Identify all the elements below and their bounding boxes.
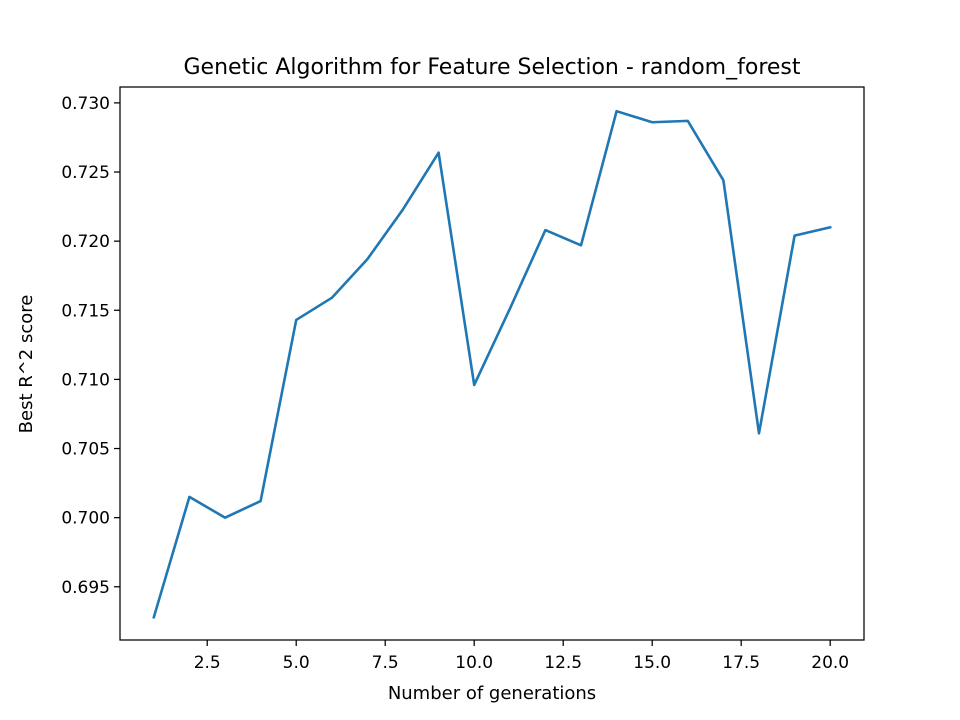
x-tick-label: 17.5: [722, 653, 760, 673]
x-axis: 2.5 5.0 7.5 10.0 12.5 15.0 17.5 20.0: [194, 640, 849, 673]
y-tick-label: 0.715: [61, 301, 110, 321]
y-axis: 0.695 0.700 0.705 0.710 0.715 0.720 0.725 0.730: [61, 94, 120, 598]
x-tick-label: 20.0: [811, 653, 849, 673]
y-tick-label: 0.730: [61, 94, 110, 114]
y-tick-label: 0.695: [61, 578, 110, 598]
x-tick-label: 12.5: [544, 653, 582, 673]
chart-title: Genetic Algorithm for Feature Selection …: [183, 55, 800, 80]
x-tick-label: 5.0: [283, 653, 310, 673]
y-tick-label: 0.720: [61, 232, 110, 252]
y-tick-label: 0.710: [61, 370, 110, 390]
plot-area: [119, 86, 865, 641]
x-tick-label: 7.5: [372, 653, 399, 673]
y-tick-label: 0.705: [61, 440, 110, 460]
plot-frame: [119, 86, 865, 641]
y-tick-label: 0.725: [61, 163, 110, 183]
y-tick-label: 0.700: [61, 509, 110, 529]
series-layer: [152, 109, 832, 619]
x-tick-label: 15.0: [633, 653, 671, 673]
x-tick-label: 10.0: [455, 653, 493, 673]
y-axis-label: Best R^2 score: [16, 295, 37, 434]
series-line: [152, 109, 832, 619]
x-tick-label: 2.5: [194, 653, 221, 673]
x-axis-label: Number of generations: [388, 683, 596, 704]
